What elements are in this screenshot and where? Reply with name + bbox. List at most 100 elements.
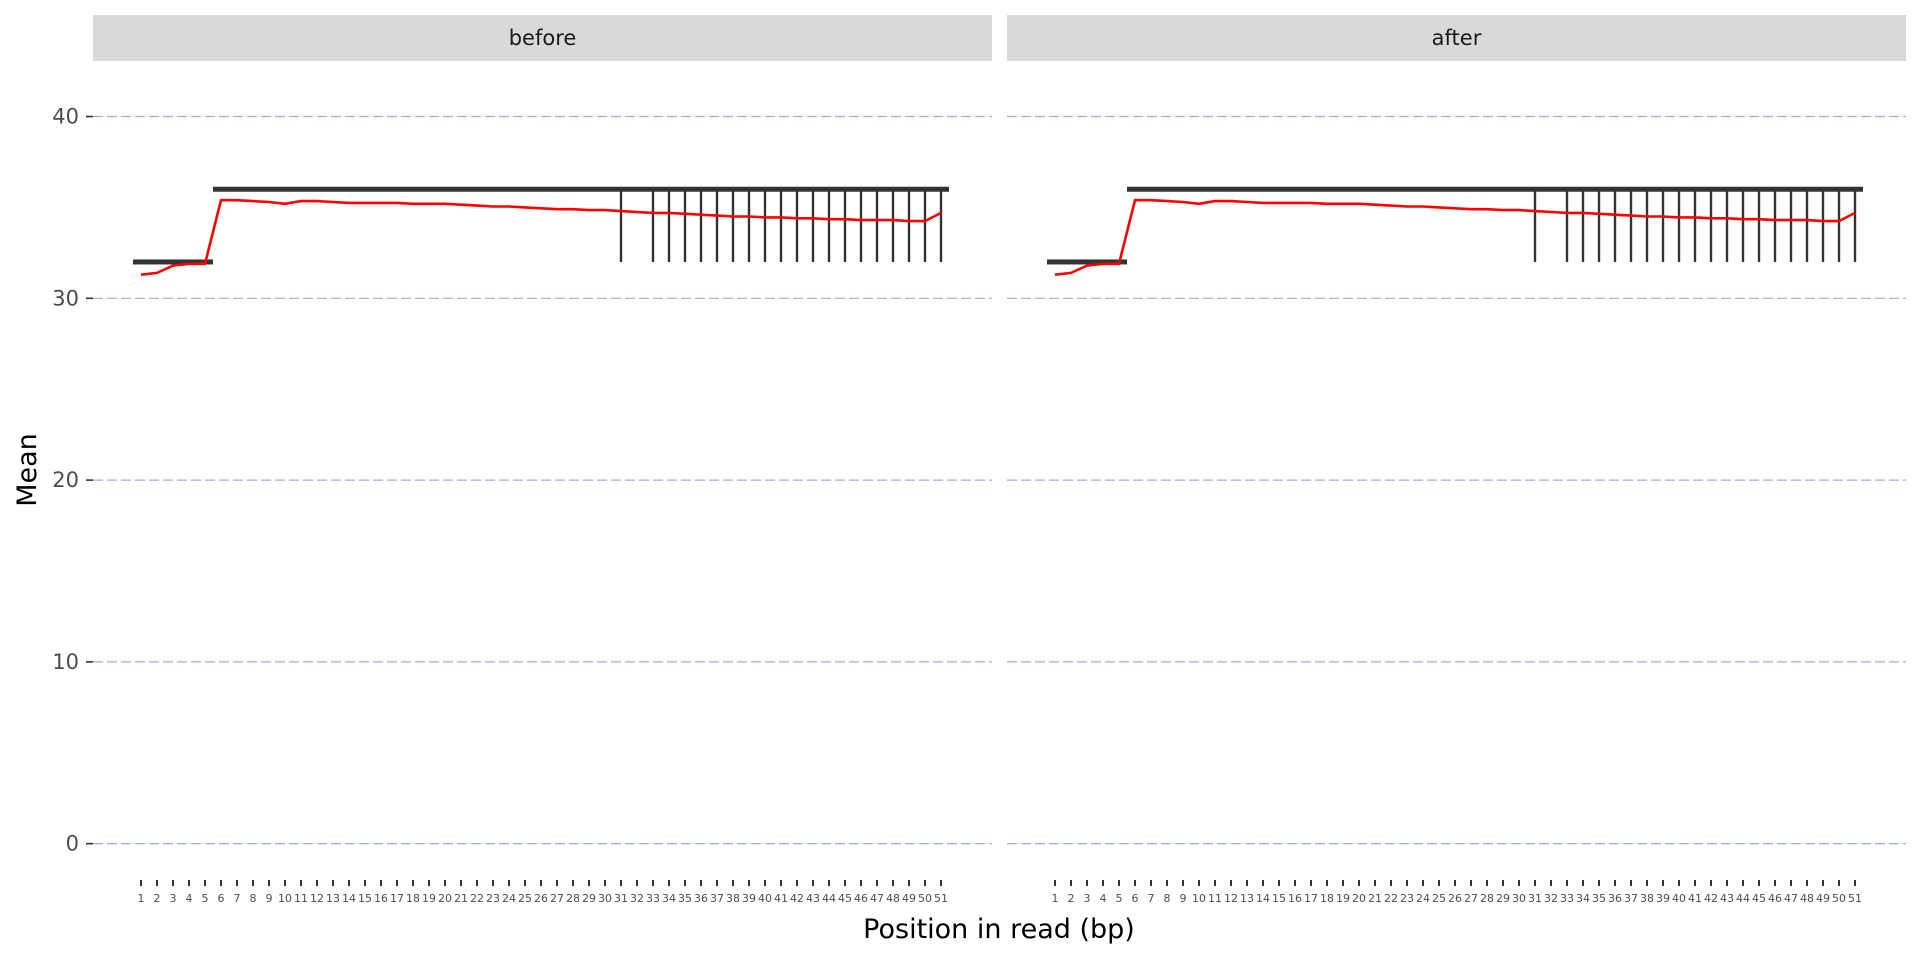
x-tick-label: 18 bbox=[1320, 892, 1334, 905]
x-tick-label: 10 bbox=[278, 892, 292, 905]
x-tick-label: 7 bbox=[234, 892, 241, 905]
x-tick-label: 9 bbox=[1180, 892, 1187, 905]
x-tick-label: 36 bbox=[1608, 892, 1622, 905]
x-tick-label: 27 bbox=[550, 892, 564, 905]
x-tick-label: 40 bbox=[1672, 892, 1686, 905]
x-tick-label: 31 bbox=[1528, 892, 1542, 905]
x-tick-label: 46 bbox=[1768, 892, 1782, 905]
x-tick-label: 22 bbox=[1384, 892, 1398, 905]
facet-strip bbox=[93, 15, 992, 61]
x-tick-label: 30 bbox=[598, 892, 612, 905]
x-tick-label: 51 bbox=[934, 892, 948, 905]
x-tick-label: 14 bbox=[342, 892, 356, 905]
y-tick-label: 40 bbox=[52, 105, 79, 129]
x-tick-label: 6 bbox=[218, 892, 225, 905]
x-tick-label: 32 bbox=[630, 892, 644, 905]
x-tick-label: 15 bbox=[358, 892, 372, 905]
x-tick-label: 28 bbox=[566, 892, 580, 905]
x-tick-label: 25 bbox=[518, 892, 532, 905]
x-tick-label: 42 bbox=[790, 892, 804, 905]
x-tick-label: 26 bbox=[1448, 892, 1462, 905]
y-tick-label: 0 bbox=[66, 832, 79, 856]
x-tick-label: 49 bbox=[1816, 892, 1830, 905]
x-tick-label: 17 bbox=[390, 892, 404, 905]
x-tick-label: 46 bbox=[854, 892, 868, 905]
x-tick-label: 3 bbox=[1084, 892, 1091, 905]
x-tick-label: 43 bbox=[806, 892, 820, 905]
x-tick-label: 16 bbox=[374, 892, 388, 905]
x-tick-label: 45 bbox=[1752, 892, 1766, 905]
x-tick-label: 18 bbox=[406, 892, 420, 905]
x-tick-label: 47 bbox=[870, 892, 884, 905]
x-tick-label: 50 bbox=[918, 892, 932, 905]
x-tick-label: 19 bbox=[422, 892, 436, 905]
x-tick-label: 47 bbox=[1784, 892, 1798, 905]
mean-line bbox=[140, 198, 942, 276]
x-tick-label: 14 bbox=[1256, 892, 1270, 905]
y-axis: 0 10 20 30 40 bbox=[52, 105, 93, 856]
x-tick-label: 50 bbox=[1832, 892, 1846, 905]
x-tick-label: 49 bbox=[902, 892, 916, 905]
x-tick-label: 51 bbox=[1848, 892, 1862, 905]
x-tick-label: 12 bbox=[1224, 892, 1238, 905]
x-tick-label: 13 bbox=[1240, 892, 1254, 905]
x-tick-label: 30 bbox=[1512, 892, 1526, 905]
x-tick-label: 8 bbox=[1164, 892, 1171, 905]
facet-strip-label: before bbox=[509, 26, 577, 50]
x-tick-label: 35 bbox=[1592, 892, 1606, 905]
x-tick-label: 1 bbox=[138, 892, 145, 905]
x-tick-label: 38 bbox=[1640, 892, 1654, 905]
x-tick-label: 19 bbox=[1336, 892, 1350, 905]
x-tick-label: 48 bbox=[886, 892, 900, 905]
x-tick-label: 38 bbox=[726, 892, 740, 905]
mean-line bbox=[1054, 198, 1856, 276]
x-tick-label: 17 bbox=[1304, 892, 1318, 905]
y-tick-label: 10 bbox=[52, 650, 79, 674]
x-tick-label: 36 bbox=[694, 892, 708, 905]
x-tick-label: 37 bbox=[1624, 892, 1638, 905]
x-tick-label: 27 bbox=[1464, 892, 1478, 905]
x-tick-label: 15 bbox=[1272, 892, 1286, 905]
facet-strip bbox=[1007, 15, 1906, 61]
x-tick-label: 11 bbox=[294, 892, 308, 905]
x-tick-label: 48 bbox=[1800, 892, 1814, 905]
x-tick-label: 33 bbox=[1560, 892, 1574, 905]
x-tick-label: 20 bbox=[438, 892, 452, 905]
x-tick-label: 37 bbox=[710, 892, 724, 905]
x-tick-label: 45 bbox=[838, 892, 852, 905]
x-tick-label: 34 bbox=[662, 892, 676, 905]
x-tick-label: 2 bbox=[154, 892, 161, 905]
x-tick-label: 4 bbox=[1100, 892, 1107, 905]
x-tick-label: 42 bbox=[1704, 892, 1718, 905]
x-tick-label: 39 bbox=[742, 892, 756, 905]
y-axis-title: Mean bbox=[12, 433, 43, 507]
x-tick-label: 7 bbox=[1148, 892, 1155, 905]
x-tick-label: 41 bbox=[1688, 892, 1702, 905]
x-tick-label: 5 bbox=[202, 892, 209, 905]
x-tick-label: 10 bbox=[1192, 892, 1206, 905]
x-tick-label: 1 bbox=[1052, 892, 1059, 905]
x-tick-label: 20 bbox=[1352, 892, 1366, 905]
x-tick-label: 41 bbox=[774, 892, 788, 905]
x-tick-label: 24 bbox=[1416, 892, 1430, 905]
x-tick-label: 34 bbox=[1576, 892, 1590, 905]
x-axis-title: Position in read (bp) bbox=[863, 914, 1135, 945]
x-tick-label: 3 bbox=[170, 892, 177, 905]
x-tick-label: 44 bbox=[1736, 892, 1750, 905]
x-tick-label: 23 bbox=[486, 892, 500, 905]
x-tick-label: 24 bbox=[502, 892, 516, 905]
x-tick-label: 8 bbox=[250, 892, 257, 905]
x-tick-label: 4 bbox=[186, 892, 193, 905]
x-tick-label: 2 bbox=[1068, 892, 1075, 905]
x-tick-label: 35 bbox=[678, 892, 692, 905]
x-tick-label: 21 bbox=[454, 892, 468, 905]
x-tick-label: 25 bbox=[1432, 892, 1446, 905]
facet-strip-label: after bbox=[1432, 26, 1482, 50]
x-tick-label: 12 bbox=[310, 892, 324, 905]
x-tick-label: 16 bbox=[1288, 892, 1302, 905]
x-tick-label: 32 bbox=[1544, 892, 1558, 905]
x-tick-label: 31 bbox=[614, 892, 628, 905]
